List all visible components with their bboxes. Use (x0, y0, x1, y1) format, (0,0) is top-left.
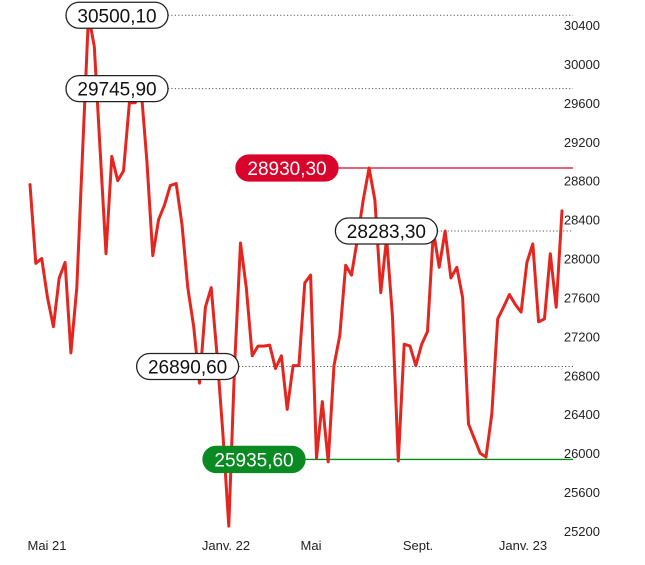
callout-label: 25935,60 (214, 450, 293, 471)
callout-box (334, 217, 439, 245)
y-tick-label: 28400 (564, 213, 600, 228)
x-axis: Mai 21 Janv. 22 Mai Sept. Janv. 23 (27, 538, 547, 553)
callout-label: 28283,30 (347, 222, 426, 243)
callout-label: 29745,90 (77, 80, 156, 101)
x-tick-label: Janv. 23 (499, 538, 547, 553)
callouts: 30500,10 29745,90 28930,30 28283,30 26890,60… (65, 1, 439, 474)
callout-box (235, 154, 339, 182)
y-tick-label: 25200 (564, 524, 600, 539)
callout-box (65, 74, 169, 103)
y-tick-label: 29200 (564, 135, 600, 150)
callout-box (135, 352, 240, 381)
x-tick-label: Janv. 22 (202, 538, 250, 553)
y-tick-label: 27200 (564, 329, 600, 344)
y-tick-label: 28800 (564, 174, 600, 189)
series-line (28, 13, 564, 528)
x-tick-label: Mai (301, 538, 322, 553)
callout-box (202, 445, 306, 474)
guide-lines (168, 14, 573, 461)
y-axis: 25200 25600 26000 26400 26800 27200 27600 28000… (564, 18, 600, 539)
y-tick-label: 30000 (564, 57, 600, 72)
y-tick-label: 30400 (564, 18, 600, 33)
callout-label: 30500,10 (77, 6, 156, 27)
y-tick-label: 26800 (564, 368, 600, 383)
y-tick-label: 26400 (564, 407, 600, 422)
y-tick-label: 25600 (564, 485, 600, 500)
callout-label: 26890,60 (148, 357, 227, 378)
series-line-group (28, 13, 564, 528)
x-tick-label: Mai 21 (27, 538, 66, 553)
callout-box (65, 1, 169, 29)
x-tick-label: Sept. (403, 538, 433, 553)
y-tick-label: 28000 (564, 252, 600, 267)
y-tick-label: 26000 (564, 446, 600, 461)
y-tick-label: 27600 (564, 290, 600, 305)
y-tick-label: 29600 (564, 96, 600, 111)
callout-label: 28930,30 (247, 159, 326, 180)
